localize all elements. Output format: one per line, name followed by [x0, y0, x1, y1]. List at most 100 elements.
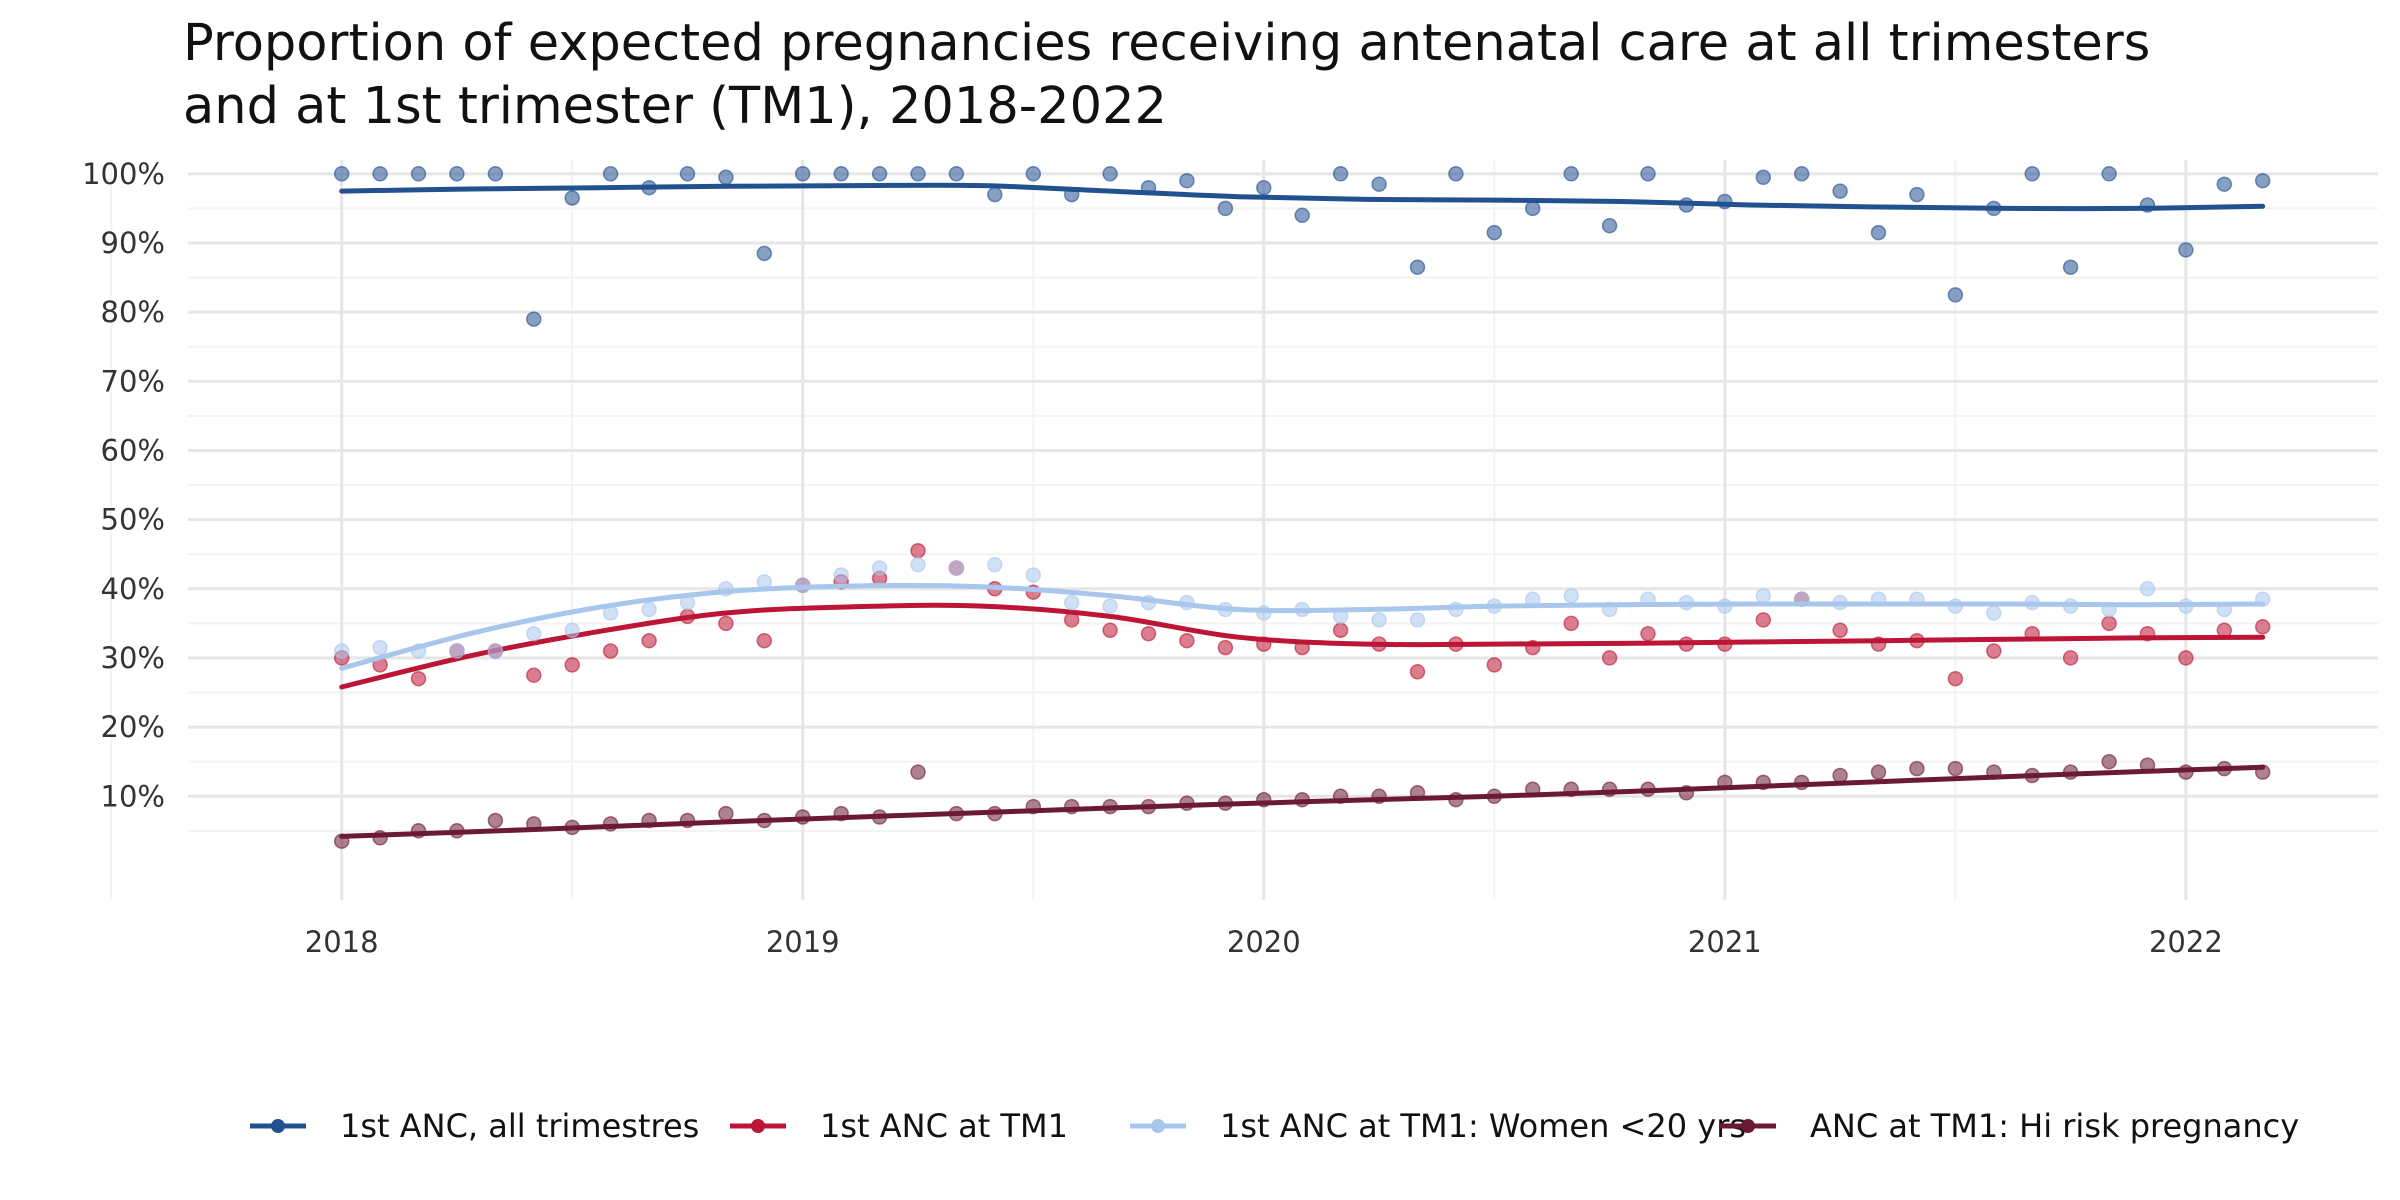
data-point	[2101, 753, 2117, 770]
data-point	[1486, 657, 1503, 673]
data-point	[2024, 166, 2040, 182]
data-point	[410, 166, 427, 182]
data-point	[526, 667, 542, 683]
x-tick-label: 2020	[1227, 925, 1301, 959]
data-point	[833, 166, 849, 182]
data-point	[1601, 650, 1618, 666]
data-point	[1102, 166, 1118, 182]
data-point	[487, 166, 504, 182]
data-point	[1563, 166, 1579, 182]
data-point	[910, 764, 926, 780]
data-point	[372, 639, 388, 656]
legend-label: 1st ANC at TM1	[820, 1107, 1068, 1145]
series-layer	[333, 166, 2271, 849]
data-point	[1832, 767, 1848, 784]
data-point	[372, 166, 388, 182]
data-point	[1102, 622, 1118, 639]
legend-key-point	[751, 1119, 765, 1133]
data-point	[602, 166, 619, 182]
data-point	[449, 643, 465, 659]
data-point	[1409, 259, 1426, 275]
data-point	[794, 166, 811, 182]
legend-item: 1st ANC, all trimestres	[250, 1107, 699, 1145]
data-point	[910, 556, 926, 573]
data-point	[333, 643, 350, 659]
series-4	[333, 753, 2271, 849]
data-point	[871, 166, 888, 182]
data-point	[1755, 169, 1772, 186]
y-tick-label: 40%	[101, 572, 165, 606]
data-point	[1563, 587, 1579, 604]
data-point	[1409, 664, 1426, 680]
legend-item: 1st ANC at TM1	[730, 1107, 1068, 1145]
y-tick-label: 20%	[101, 710, 165, 744]
y-tick-label: 80%	[101, 295, 165, 329]
legend-key-point	[1741, 1119, 1755, 1133]
data-point	[987, 186, 1003, 203]
data-point	[1563, 615, 1579, 632]
data-point	[564, 190, 580, 206]
y-tick-label: 90%	[101, 226, 165, 260]
data-point	[1947, 287, 1964, 303]
data-point	[1294, 207, 1310, 224]
data-point	[1947, 670, 1964, 687]
legend: 1st ANC, all trimestres 1st ANC at TM1 1st…	[250, 1107, 2299, 1145]
data-point	[1832, 183, 1848, 199]
data-point	[1025, 567, 1042, 583]
data-point	[641, 632, 657, 649]
data-point	[1486, 224, 1503, 241]
data-point	[948, 166, 965, 182]
y-tick-label: 30%	[101, 641, 165, 675]
data-point	[1102, 598, 1118, 614]
legend-label: 1st ANC, all trimestres	[340, 1107, 699, 1145]
data-point	[1371, 612, 1387, 628]
data-point	[602, 643, 619, 659]
trend-line	[339, 182, 2266, 212]
series-3	[333, 556, 2271, 671]
y-tick-label: 50%	[101, 503, 165, 537]
data-point	[526, 311, 542, 327]
data-point	[487, 812, 504, 829]
data-point	[333, 166, 350, 182]
x-axis: 2018 2019 2020 2021 2022	[305, 925, 2223, 959]
y-tick-label: 10%	[101, 779, 165, 813]
trend-line	[339, 602, 2266, 690]
data-point	[1524, 200, 1541, 217]
chart-title-line-1: Proportion of expected pregnancies recei…	[183, 14, 2151, 73]
data-point	[718, 615, 734, 632]
data-point	[833, 567, 849, 583]
y-tick-label: 70%	[101, 364, 165, 398]
data-point	[1332, 622, 1349, 639]
legend-label: 1st ANC at TM1: Women <20 yrs	[1220, 1107, 1746, 1145]
data-point	[1025, 166, 1042, 182]
data-point	[718, 169, 734, 186]
data-point	[1371, 176, 1387, 192]
data-point	[2254, 172, 2271, 189]
data-point	[1409, 612, 1426, 628]
grid-lines	[110, 160, 2378, 900]
data-point	[987, 556, 1003, 573]
legend-item: ANC at TM1: Hi risk pregnancy	[1720, 1107, 2299, 1145]
data-point	[2101, 166, 2117, 182]
data-point	[1063, 594, 1080, 611]
data-point	[1832, 622, 1848, 639]
data-point	[526, 625, 542, 642]
data-point	[1909, 760, 1925, 777]
legend-label: ANC at TM1: Hi risk pregnancy	[1810, 1107, 2299, 1145]
data-point	[910, 542, 926, 559]
legend-item: 1st ANC at TM1: Women <20 yrs	[1130, 1107, 1746, 1145]
data-point	[679, 166, 696, 182]
chart-title-line-2: and at 1st trimester (TM1), 2018-2022	[183, 77, 1167, 136]
data-point	[2254, 619, 2271, 635]
data-point	[1947, 760, 1964, 777]
data-point	[1986, 643, 2002, 659]
series-2	[333, 542, 2271, 690]
data-point	[564, 622, 580, 639]
data-point	[1217, 639, 1234, 656]
data-point	[756, 245, 773, 262]
data-point	[1755, 612, 1772, 628]
data-point	[1755, 587, 1772, 604]
data-point	[410, 670, 427, 687]
data-point	[1217, 200, 1234, 217]
